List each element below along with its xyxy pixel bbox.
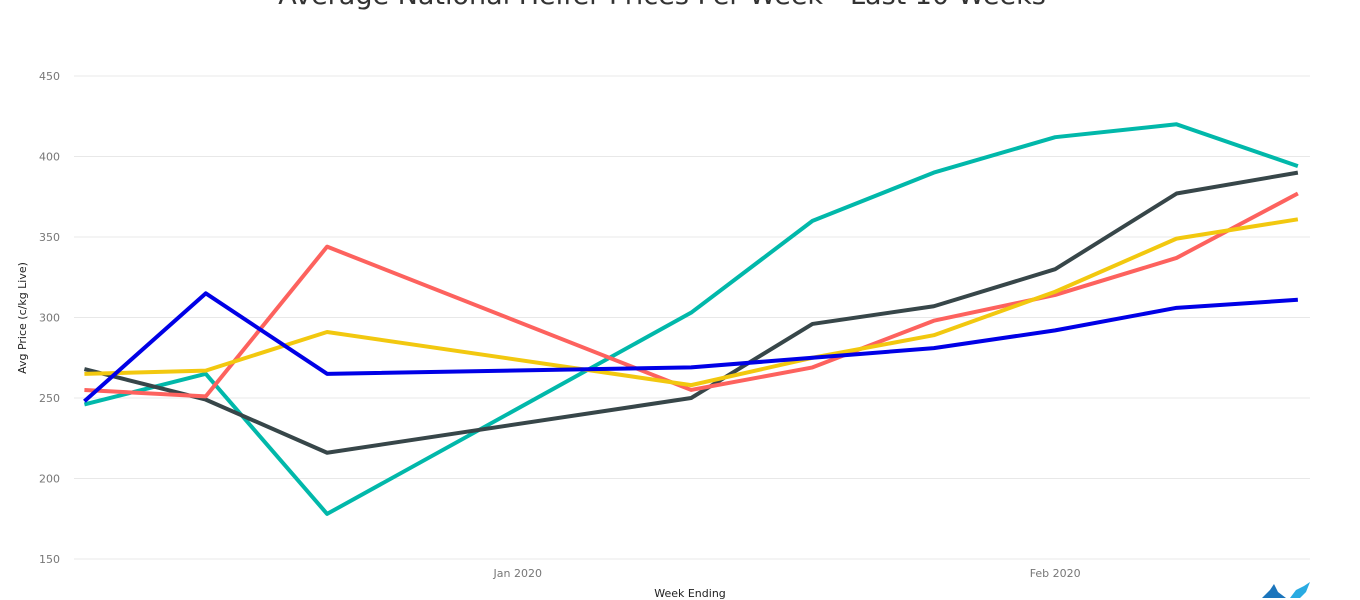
series-line: [83, 291, 1299, 403]
series-line: [84, 191, 1299, 399]
series-line: [83, 170, 1299, 455]
x-tick-label: Feb 2020: [1030, 567, 1081, 580]
logo: [1262, 582, 1310, 598]
y-tick-label: 200: [39, 473, 60, 486]
logo-left: [1262, 584, 1286, 598]
series-line: [83, 122, 1299, 516]
x-axis-title: Week Ending: [654, 587, 726, 600]
y-axis-title: Avg Price (c/kg Live): [16, 262, 29, 374]
y-tick-label: 350: [39, 231, 60, 244]
y-tick-label: 400: [39, 151, 60, 164]
y-tick-label: 300: [39, 312, 60, 325]
y-tick-label: 250: [39, 392, 60, 405]
y-tick-label: 150: [39, 553, 60, 566]
series-line: [84, 217, 1299, 388]
y-tick-label: 450: [39, 70, 60, 83]
x-tick-label: Jan 2020: [493, 567, 542, 580]
logo-right: [1290, 582, 1310, 598]
chart-title: Average National Heifer Prices Per Week …: [278, 0, 1046, 11]
